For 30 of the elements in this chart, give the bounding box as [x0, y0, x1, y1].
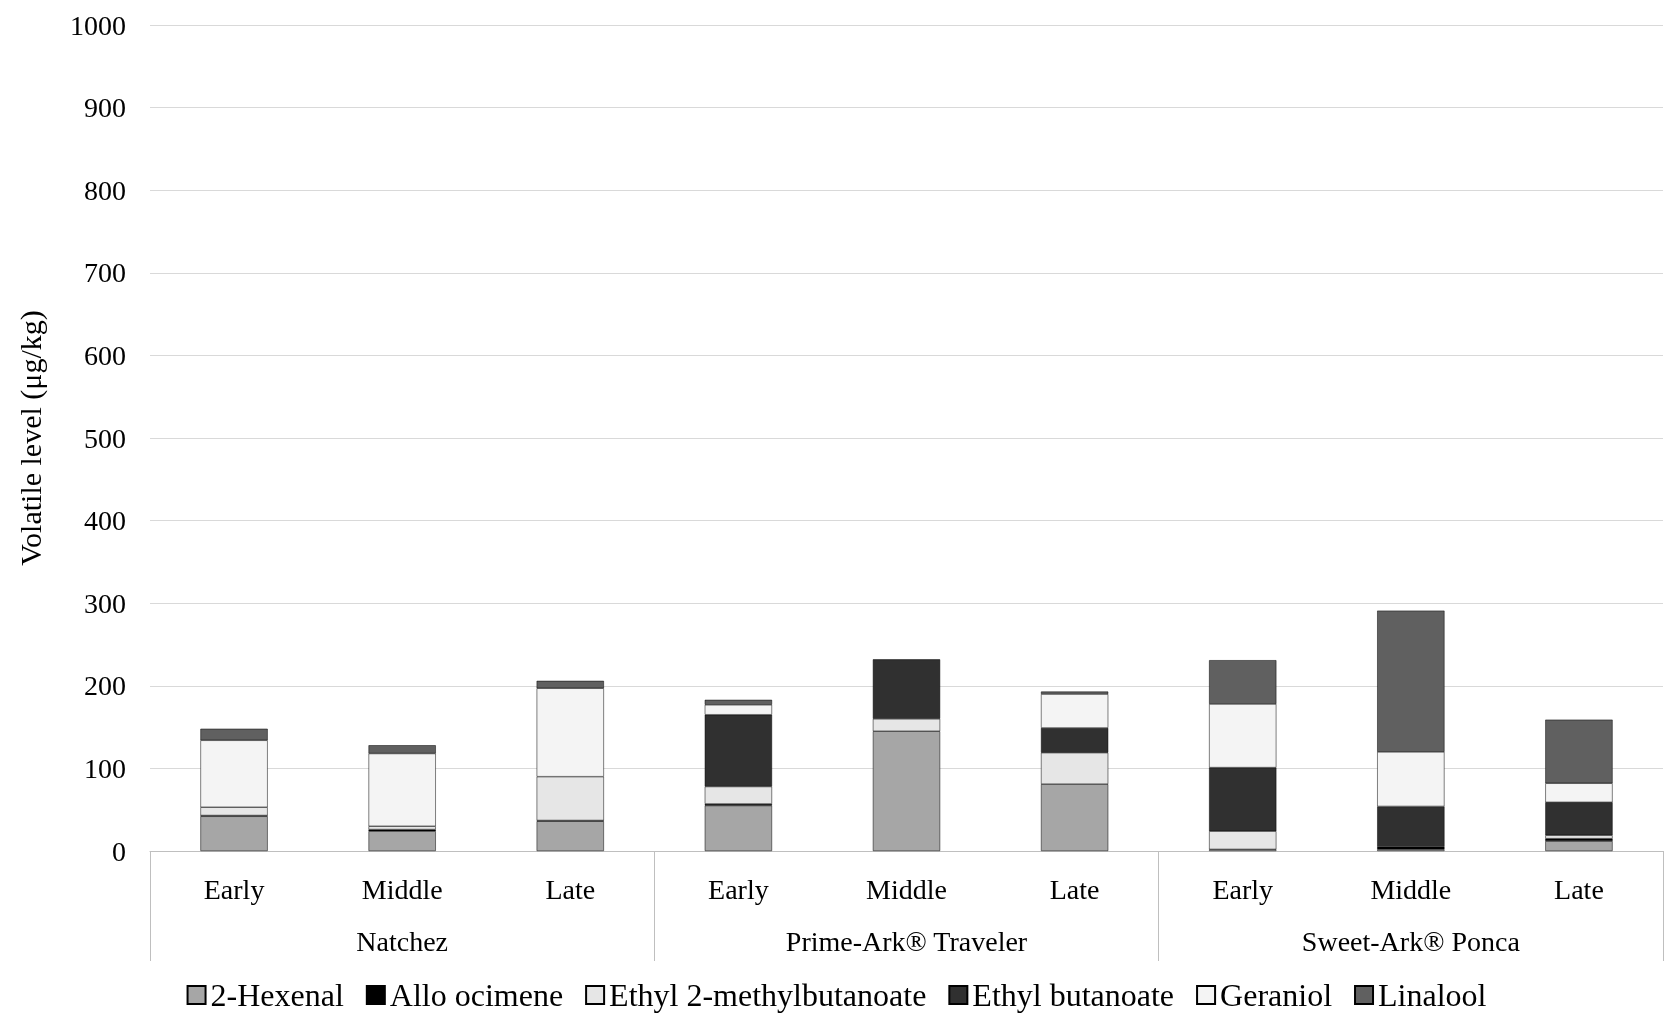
y-tick-label: 100 — [84, 752, 126, 784]
y-tick-label: 500 — [84, 422, 126, 454]
legend-label: 2-Hexenal — [210, 977, 344, 1013]
x-tick-label: Early — [1212, 873, 1274, 905]
legend-label: Ethyl butanoate — [972, 977, 1175, 1013]
text: Sweet-Ark® Ponca — [1301, 925, 1521, 957]
x-tick-label: Middle — [866, 873, 947, 905]
legend-label: Ethyl 2-methylbutanoate — [609, 977, 927, 1013]
text: Natchez — [356, 925, 449, 957]
x-tick-label: Middle — [1370, 873, 1452, 905]
y-tick-label: 0 — [112, 835, 126, 867]
text: Prime-Ark® Traveler — [785, 925, 1028, 957]
x-tick-label: Late — [1554, 873, 1604, 905]
y-tick-label: 700 — [84, 257, 126, 289]
legend-label: Allo ocimene — [389, 977, 564, 1013]
y-tick-label: 800 — [84, 174, 126, 206]
y-tick-label: 900 — [84, 92, 126, 124]
x-tick-label: Late — [545, 873, 596, 905]
y-tick-label: 1000 — [70, 9, 126, 41]
x-tick-label: Early — [708, 873, 769, 905]
x-tick-label: Middle — [361, 873, 443, 905]
y-tick-label: 200 — [84, 670, 126, 702]
y-tick-label: 600 — [84, 339, 126, 371]
legend-label: Linalool — [1378, 977, 1487, 1013]
x-tick-label: Late — [1049, 873, 1100, 905]
y-tick-label: 400 — [84, 505, 126, 537]
y-axis-title: Volatile level (μg/kg) — [13, 310, 48, 566]
x-tick-label: Early — [203, 873, 265, 905]
y-tick-label: 300 — [84, 587, 126, 619]
legend-label: Geraniol — [1220, 977, 1333, 1013]
